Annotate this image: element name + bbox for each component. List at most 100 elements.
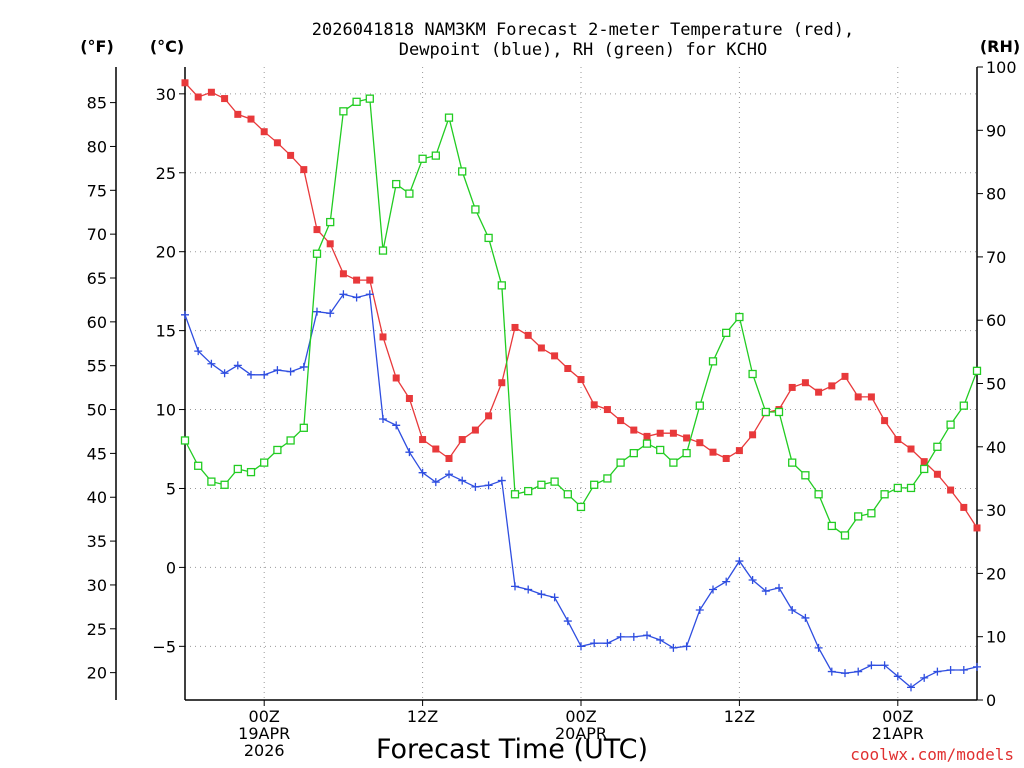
rh-point [642,439,652,448]
temperature-point [828,382,836,390]
x-tick-label: 00Z [882,707,913,726]
fahrenheit-tick-label: 35 [87,532,107,551]
temperature-point [643,432,651,440]
temperature-point [445,454,453,462]
temperature-point [801,379,809,387]
rh-point [590,480,599,489]
rh-point [656,445,665,455]
dewpoint-point [946,666,955,675]
temperature-point [590,401,598,409]
title-line-2: Dewpoint (blue), RH (green) for KCHO [399,40,767,60]
dewpoint-point [563,617,572,626]
temperature-point [366,276,374,284]
temperature-point [815,388,823,396]
rh-point [893,483,902,493]
celsius-tick-label: 10 [156,401,176,420]
dewpoint-point [801,613,810,622]
temperature-point [735,447,743,455]
dewpoint-point [590,639,599,648]
temperature-point [669,429,677,437]
rh-point [458,167,467,176]
rh-point [840,531,850,540]
x-tick-label: 21APR [872,724,924,743]
dewpoint-point [313,307,321,316]
temperature-point [432,445,440,453]
rh-tick-label: 20 [986,564,1006,583]
dewpoint-point [220,369,229,378]
temperature-point [947,486,955,494]
rh-point [299,423,308,432]
dewpoint-point [445,470,453,479]
rh-tick-label: 70 [986,248,1006,267]
temperature-point [221,95,229,103]
dewpoint-point [524,585,533,594]
rh-point [774,407,784,417]
rh-point [669,458,678,467]
credit-link[interactable]: coolwx.com/models [850,745,1014,764]
temperature-point [907,445,915,453]
rh-point [365,94,374,103]
x-tick-label: 00Z [565,707,596,726]
temperature-point [894,436,902,444]
temperature-point [603,406,611,414]
rh-point [246,467,256,477]
temperature-point [181,79,189,87]
rh-point [312,249,322,258]
temperature-point [551,352,559,360]
rh-point [603,474,612,483]
dewpoint-point [722,577,731,586]
temperature-point [353,276,361,284]
temperature-point [392,374,400,382]
rh-point [194,461,203,470]
rh-point [906,483,916,493]
dewpoint-point [247,370,255,379]
rh-point [708,357,718,366]
rh-point [273,445,282,455]
fahrenheit-tick-label: 25 [87,620,107,639]
celsius-tick-label: 20 [156,243,176,262]
temperature-point [405,394,413,402]
dewpoint-point [233,361,242,370]
temperature-point [537,344,545,352]
rh-point [827,521,836,531]
rh-point [576,502,586,512]
fahrenheit-tick-label: 85 [87,94,107,113]
celsius-unit-label: (°C) [150,37,184,56]
temperature-point [247,115,255,123]
rh-point [484,233,493,243]
fahrenheit-tick-label: 55 [87,357,107,376]
rh-point [788,458,797,467]
rh-tick-label: 30 [986,501,1006,520]
temperature-point [749,431,757,439]
dewpoint-point [841,669,849,678]
dewpoint-point [603,639,612,648]
rh-point [180,436,190,445]
temperature-point [339,270,347,278]
data-series [180,79,982,692]
temperature-point [313,226,321,234]
rh-tick-label: 40 [986,438,1006,457]
temperature-point [617,417,625,425]
temperature-point [788,383,796,391]
rh-point [537,480,546,489]
rh-point [392,179,401,189]
x-tick-label: 12Z [724,707,755,726]
dewpoint-point [299,362,308,371]
temperature-point [234,110,242,118]
rh-point [207,477,216,486]
dewpoint-point [577,642,585,651]
temperature-point [696,439,704,447]
rh-point [405,189,414,198]
dewpoint-point [973,662,981,671]
celsius-tick-label: 30 [156,85,176,104]
temperature-point [683,434,691,442]
dewpoint-line [184,293,978,689]
rh-point [735,312,744,322]
rh-point [946,420,955,429]
rh-point [550,477,559,486]
dewpoint-point [326,309,335,318]
axes [110,66,983,706]
temperature-point [300,166,308,174]
rh-point [286,436,295,445]
